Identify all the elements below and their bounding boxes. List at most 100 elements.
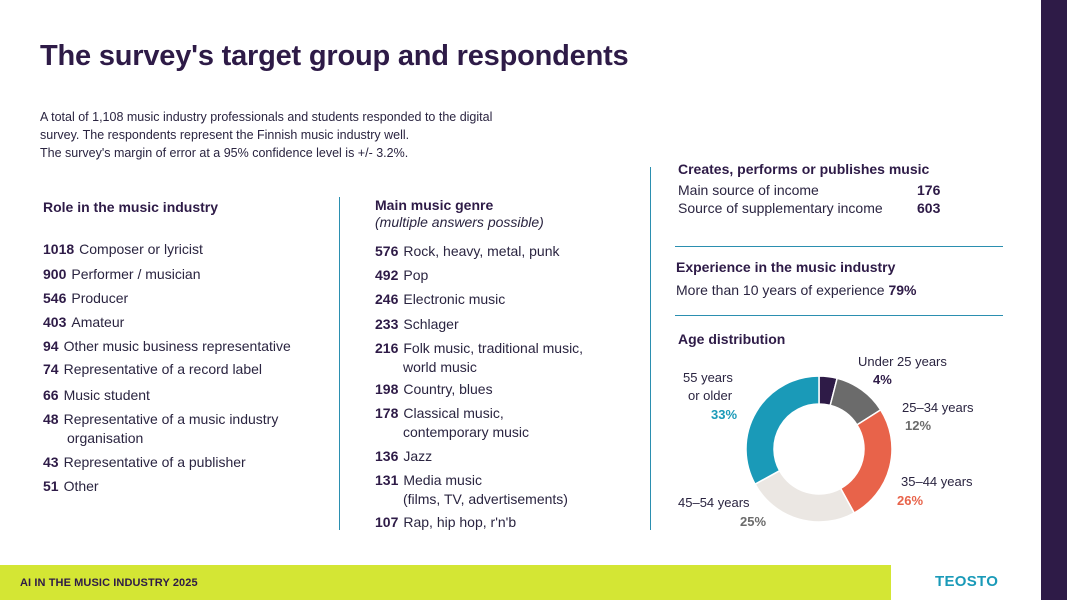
genres-item-count: 246 [375,291,399,307]
roles-item: 43 Representative of a publisher [43,453,246,472]
intro-line: survey. The respondents represent the Fi… [40,128,410,142]
income-supplementary-label: Source of supplementary income [678,200,883,216]
genres-item-count: 216 [375,340,399,356]
section-divider [675,246,1003,247]
roles-item: 403 Amateur [43,313,124,332]
roles-item: 1018 Composer or lyricist [43,240,203,259]
genres-item-label-cont: world music [403,358,477,375]
intro-text: A total of 1,108 music industry professi… [40,108,580,162]
roles-item-label: Representative of a publisher [63,454,246,470]
label-35-44: 35–44 years [901,474,973,489]
genres-item-label: Pop [403,267,429,283]
roles-item-count: 94 [43,338,59,354]
roles-item-count: 48 [43,411,59,427]
genres-item-count: 198 [375,381,399,397]
genres-item: 246 Electronic music [375,290,505,309]
roles-item-label: Other [63,478,99,494]
experience-text: More than 10 years of experience 79% [676,282,917,298]
roles-item: 74 Representative of a record label [43,360,262,379]
roles-heading: Role in the music industry [43,199,219,215]
roles-item-label: Composer or lyricist [79,241,203,257]
label-45-54: 45–54 years [678,495,750,510]
creates-heading: Creates, performs or publishes music [678,161,930,177]
roles-item-count: 403 [43,314,67,330]
genres-item-label: Folk music, traditional music, [403,340,584,356]
label-under-25: Under 25 years [858,353,947,371]
roles-item-label: Music student [63,387,150,403]
column-divider [650,167,651,530]
right-accent-bar [1041,0,1067,600]
genres-item-label: Rock, heavy, metal, punk [403,243,560,259]
genres-subheading: (multiple answers possible) [375,214,544,230]
label-under-25-text: Under 25 years [858,354,947,369]
genres-item-label: Rap, hip hop, r'n'b [403,514,517,530]
donut-slice-45-54-years [754,469,856,523]
genres-item-count: 492 [375,267,399,283]
value-35-44: 26% [897,493,924,508]
income-main-value: 176 [917,182,941,198]
genres-item-label-cont: contemporary music [403,423,530,440]
roles-item-count: 51 [43,478,59,494]
income-supplementary-value: 603 [917,200,941,216]
genres-item-count: 576 [375,243,399,259]
value-45-54: 25% [740,514,767,529]
roles-item-count: 74 [43,361,59,377]
genres-item-count: 131 [375,472,399,488]
experience-value: 79% [888,282,917,298]
label-55-line2: or older [688,388,733,403]
genres-heading: Main music genre [375,197,494,213]
genres-item-count: 136 [375,448,399,464]
roles-item-count: 66 [43,387,59,403]
roles-item-count: 1018 [43,241,75,257]
roles-item: 546 Producer [43,289,128,308]
roles-item-count: 900 [43,266,67,282]
value-25-34: 12% [905,418,932,433]
roles-item-label: Producer [71,290,129,306]
roles-item-label: Representative of a music industry [63,411,279,427]
roles-item: 94 Other music business representative [43,337,291,356]
roles-item-count: 546 [43,290,67,306]
experience-label: More than 10 years of experience [676,282,885,298]
roles-item-label: Representative of a record label [63,361,263,377]
donut-slice-35-44-years [839,408,893,514]
genres-item: 233 Schlager [375,315,459,334]
roles-item: 66 Music student [43,386,150,405]
genres-item: 198 Country, blues [375,380,493,399]
genres-item-label: Schlager [403,316,459,332]
column-divider [339,197,340,530]
footer-bar: AI IN THE MUSIC INDUSTRY 2025 [0,565,891,600]
roles-item-label-cont: organisation [67,429,144,446]
genres-item-count: 107 [375,514,399,530]
page-title: The survey's target group and respondent… [40,40,629,72]
genres-item-label: Jazz [403,448,433,464]
intro-line: The survey's margin of error at a 95% co… [40,146,409,160]
genres-item: 136 Jazz [375,447,432,466]
genres-item-label: Classical music, [403,405,504,421]
genres-item: 216 Folk music, traditional music, world m… [375,339,583,376]
genres-item-label-cont: (films, TV, advertisements) [403,490,568,507]
genres-item-label: Media music [403,472,482,488]
section-divider [675,315,1003,316]
footer-text: AI IN THE MUSIC INDUSTRY 2025 [20,577,198,589]
genres-item-label: Electronic music [403,291,506,307]
teosto-logo: TEOSTO [935,573,999,590]
genres-item: 107 Rap, hip hop, r'n'b [375,513,516,532]
genres-item-count: 233 [375,316,399,332]
genres-item: 492 Pop [375,266,428,285]
label-25-34: 25–34 years [902,400,974,415]
age-heading: Age distribution [678,331,786,347]
roles-item-count: 43 [43,454,59,470]
genres-item: 576 Rock, heavy, metal, punk [375,242,560,261]
income-main-label: Main source of income [678,182,819,198]
genres-item-count: 178 [375,405,399,421]
value-under-25: 4% [873,372,892,387]
age-donut-chart [745,375,893,523]
roles-item-label: Amateur [71,314,125,330]
roles-item-label: Other music business representative [63,338,291,354]
genres-item: 131 Media music (films, TV, advertisements… [375,471,568,508]
label-55-line1: 55 years [683,370,733,385]
value-55-plus: 33% [711,407,738,422]
donut-slice-55-years-or-older [745,375,820,486]
roles-item-label: Performer / musician [71,266,201,282]
experience-heading: Experience in the music industry [676,259,896,275]
